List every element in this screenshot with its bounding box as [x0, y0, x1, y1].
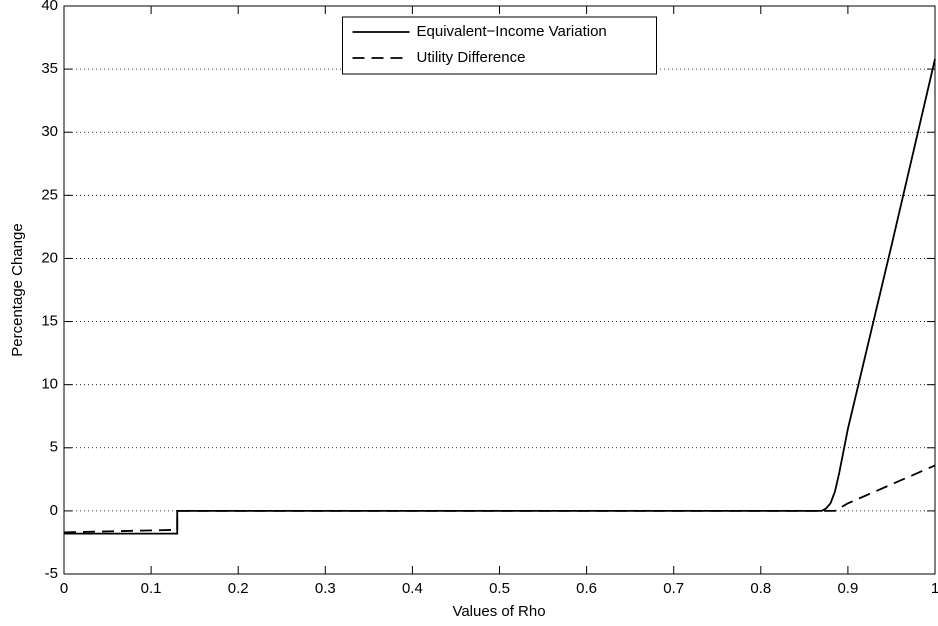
- x-tick-label: 0.8: [750, 580, 771, 597]
- x-tick-label: 0: [60, 580, 68, 597]
- y-axis-label: Percentage Change: [9, 223, 26, 356]
- x-tick-label: 0.3: [315, 580, 336, 597]
- x-tick-label: 0.6: [576, 580, 597, 597]
- data-line: [63, 464, 936, 534]
- x-tick-label: 0.1: [141, 580, 162, 597]
- y-tick-label: 0: [50, 502, 58, 519]
- y-tick-label: -5: [45, 565, 58, 582]
- y-tick-label: 20: [41, 249, 58, 266]
- legend-label: Equivalent−Income Variation: [417, 23, 607, 40]
- x-axis-label: Values of Rho: [452, 603, 545, 620]
- x-tick-label: 1: [931, 580, 938, 597]
- legend-box: [342, 16, 657, 75]
- x-tick-label: 0.9: [837, 580, 858, 597]
- x-tick-label: 0.7: [663, 580, 684, 597]
- y-tick-label: 35: [41, 60, 58, 77]
- data-line: [64, 58, 936, 535]
- y-tick-label: 40: [41, 0, 58, 14]
- x-tick-label: 0.2: [228, 580, 249, 597]
- legend-label: Utility Difference: [417, 49, 526, 66]
- x-tick-label: 0.5: [489, 580, 510, 597]
- y-tick-label: 15: [41, 313, 58, 330]
- y-tick-label: 5: [50, 439, 58, 456]
- plot-frame: [63, 5, 936, 575]
- x-tick-label: 0.4: [402, 580, 423, 597]
- y-tick-label: 25: [41, 186, 58, 203]
- y-tick-label: 30: [41, 123, 58, 140]
- y-tick-label: 10: [41, 376, 58, 393]
